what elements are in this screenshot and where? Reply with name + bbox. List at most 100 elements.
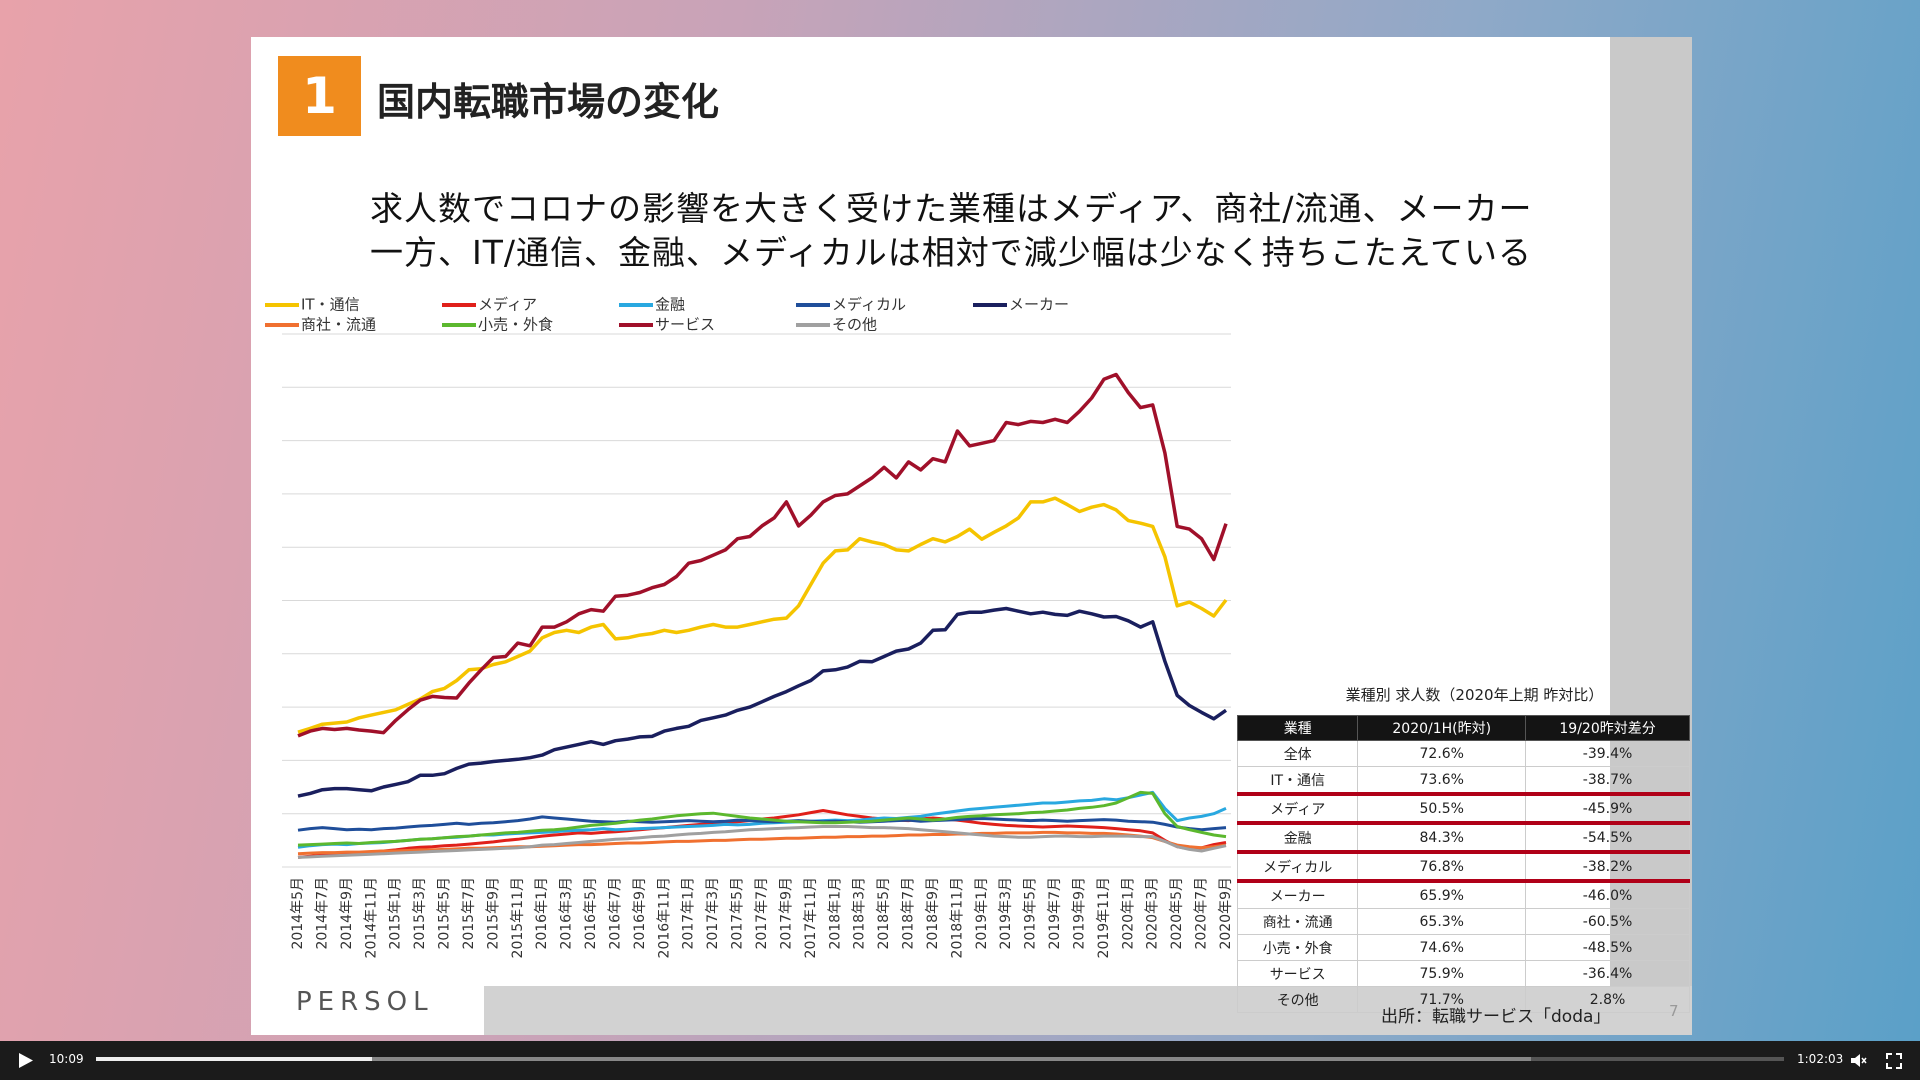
legend-label: メディカル xyxy=(832,296,906,314)
subtitle-line: 一方、IT/通信、金融、メディカルは相対で減少幅は少なく持ちこたえている xyxy=(370,233,1533,272)
x-tick-label: 2019年3月 xyxy=(998,877,1014,950)
table-cell: 74.6% xyxy=(1357,934,1527,961)
section-number: 1 xyxy=(278,56,361,136)
header-cell: 19/20昨対差分 xyxy=(1525,715,1690,741)
table-cell: メディア xyxy=(1236,792,1359,825)
table-cell: -60.5% xyxy=(1525,908,1690,935)
series-line xyxy=(297,606,1228,798)
x-tick-label: 2018年9月 xyxy=(925,877,941,950)
page-number: 7 xyxy=(1669,1002,1679,1020)
table-row: 金融 84.3% -54.5% xyxy=(1236,822,1690,853)
x-tick-label: 2020年1月 xyxy=(1120,877,1136,950)
legend-label: IT・通信 xyxy=(301,296,360,314)
table-cell: 72.6% xyxy=(1357,740,1527,767)
table-cell: 65.3% xyxy=(1357,908,1527,935)
series-line xyxy=(297,830,1227,856)
x-tick-label: 2018年7月 xyxy=(901,877,917,950)
source-note: 出所：転職サービス「doda」 xyxy=(1381,1007,1611,1027)
table-row: その他 71.7% 2.8% xyxy=(1236,986,1690,1013)
table-cell: サービス xyxy=(1236,960,1359,987)
chart: 2014年5月 2014年7月 2014年9月 2014年11月 2015年1月 2015… xyxy=(265,296,1234,958)
table-cell: メディカル xyxy=(1236,850,1359,883)
table-cell: その他 xyxy=(1236,986,1359,1013)
table-row: IT・通信 73.6% -38.7% xyxy=(1236,766,1690,795)
table-cell: 84.3% xyxy=(1357,822,1527,853)
x-tick-label: 2017年3月 xyxy=(705,877,721,950)
x-tick-label: 2016年9月 xyxy=(632,877,648,950)
table-cell: -38.7% xyxy=(1525,766,1690,795)
header-cell: 業種 xyxy=(1236,715,1359,741)
progress-bar[interactable] xyxy=(96,1057,1784,1061)
table: 業種 2020/1H(昨対) 19/20昨対差分 全体 72.6% -39.4% IT・通信… xyxy=(1236,715,1690,1013)
duration: 1:02:03 xyxy=(1797,1052,1844,1066)
video-controls: 10:09 1:02:03 xyxy=(0,1041,1920,1080)
series-line xyxy=(297,815,1227,832)
x-tick-label: 2017年1月 xyxy=(681,877,697,950)
x-tick-label: 2020年3月 xyxy=(1145,877,1161,950)
x-tick-label: 2018年11月 xyxy=(949,877,965,958)
x-tick-label: 2017年7月 xyxy=(754,877,770,950)
table-cell: 2.8% xyxy=(1525,986,1690,1013)
table-row: 小売・外食 74.6% -48.5% xyxy=(1236,934,1690,961)
legend-label: メーカー xyxy=(1009,296,1069,314)
x-tick-label: 2020年5月 xyxy=(1169,877,1185,950)
table-cell: 小売・外食 xyxy=(1236,934,1359,961)
x-tick-label: 2019年9月 xyxy=(1071,877,1087,950)
table-row: メーカー 65.9% -46.0% xyxy=(1236,880,1690,909)
x-tick-label: 2018年3月 xyxy=(852,877,868,950)
legend-label: 小売・外食 xyxy=(478,316,553,334)
x-tick-label: 2020年9月 xyxy=(1218,877,1234,950)
subtitle-line: 求人数でコロナの影響を大きく受けた業種はメディア、商社/流通、メーカー xyxy=(370,189,1533,228)
fullscreen-button[interactable] xyxy=(1886,1053,1902,1069)
x-tick-label: 2018年5月 xyxy=(876,877,892,950)
series-line xyxy=(297,790,1227,847)
legend-label: サービス xyxy=(655,316,715,334)
table-cell: 65.9% xyxy=(1357,880,1527,909)
played xyxy=(96,1057,373,1061)
x-tick-label: 2014年11月 xyxy=(363,877,379,958)
x-tick-label: 2015年11月 xyxy=(510,877,526,958)
table-row: メディア 50.5% -45.9% xyxy=(1236,792,1690,825)
x-tick-label: 2019年1月 xyxy=(974,877,990,950)
legend-label: 金融 xyxy=(655,296,685,314)
table-cell: -36.4% xyxy=(1525,960,1690,987)
buffered xyxy=(96,1057,1531,1061)
x-tick-label: 2015年3月 xyxy=(412,877,428,950)
header-cell: 2020/1H(昨対) xyxy=(1357,715,1527,741)
x-tick-label: 2019年7月 xyxy=(1047,877,1063,950)
table-cell: 76.8% xyxy=(1357,850,1527,883)
table-cell: -48.5% xyxy=(1525,934,1690,961)
legend-label: 商社・流通 xyxy=(301,316,376,334)
table-cell: 73.6% xyxy=(1357,766,1527,795)
series-line xyxy=(297,496,1228,734)
table-cell: IT・通信 xyxy=(1236,766,1359,795)
x-tick-label: 2019年11月 xyxy=(1096,877,1112,958)
table-row: 全体 72.6% -39.4% xyxy=(1236,740,1690,767)
slide: 1 国内転職市場の変化 求人数でコロナの影響を大きく受けた業種はメディア、商社/… xyxy=(251,37,1692,1035)
table-cell: 金融 xyxy=(1236,822,1359,853)
table-cell: 全体 xyxy=(1236,740,1359,767)
table-cell: -45.9% xyxy=(1525,792,1690,825)
table-row: サービス 75.9% -36.4% xyxy=(1236,960,1690,987)
table-row: メディカル 76.8% -38.2% xyxy=(1236,850,1690,883)
table-cell: メーカー xyxy=(1236,880,1359,909)
legend-label: メディア xyxy=(478,296,537,314)
table-cell: 50.5% xyxy=(1357,792,1527,825)
x-tick-label: 2015年9月 xyxy=(485,877,501,950)
current-time: 10:09 xyxy=(49,1052,84,1066)
x-tick-label: 2020年7月 xyxy=(1194,877,1210,950)
series-line xyxy=(297,372,1228,738)
x-tick-label: 2015年5月 xyxy=(437,877,453,950)
play-button[interactable] xyxy=(18,1052,34,1069)
table-cell: -54.5% xyxy=(1525,822,1690,853)
x-tick-label: 2015年1月 xyxy=(388,877,404,950)
mute-button[interactable] xyxy=(1850,1053,1868,1068)
table-cell: -38.2% xyxy=(1525,850,1690,883)
x-tick-label: 2019年5月 xyxy=(1023,877,1039,950)
legend-label: その他 xyxy=(832,316,877,334)
x-tick-label: 2014年9月 xyxy=(339,877,355,950)
table-cell: 71.7% xyxy=(1357,986,1527,1013)
logo: PERSOL xyxy=(296,987,434,1017)
table-cell: -46.0% xyxy=(1525,880,1690,909)
